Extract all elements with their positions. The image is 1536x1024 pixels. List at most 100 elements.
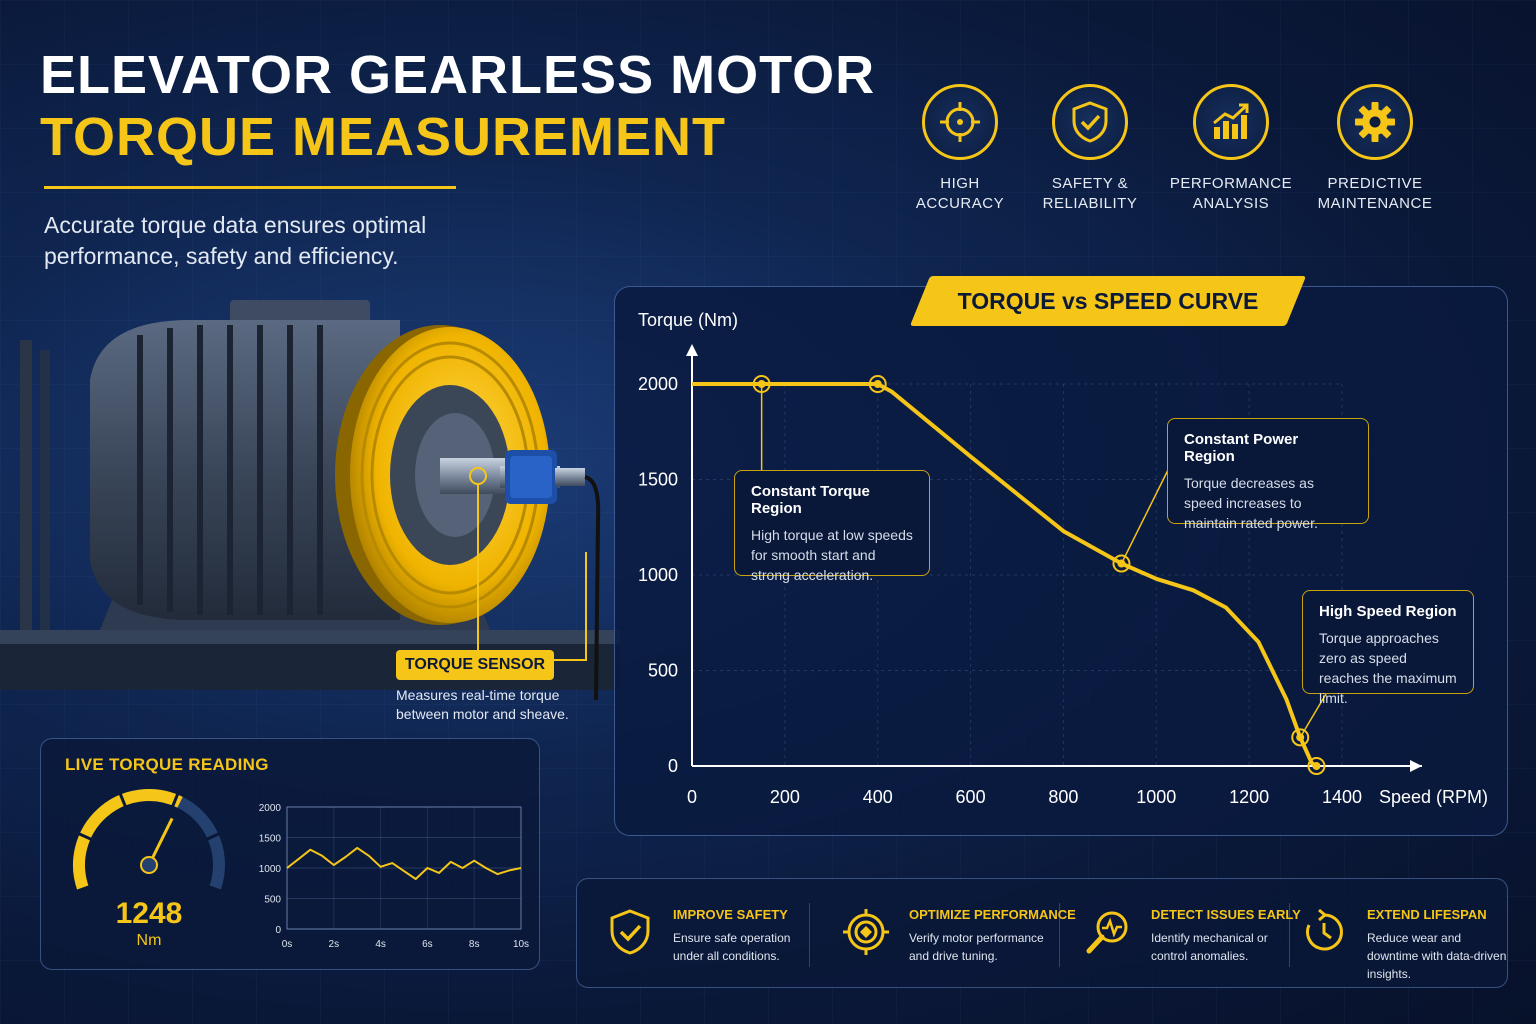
x-tick-label: 200 bbox=[770, 787, 800, 807]
callout-high-speed: High Speed Region Torque approaches zero… bbox=[1302, 590, 1474, 706]
page-title-line1: ELEVATOR GEARLESS MOTOR bbox=[40, 45, 876, 105]
mini-torque-line bbox=[286, 846, 522, 880]
feature-label: PERFORMANCE ANALYSIS bbox=[1169, 175, 1293, 212]
y-tick-label: 500 bbox=[648, 661, 678, 681]
torque-speed-chart: 0 200 400 600 800 1000 1200 1400 0 500 1000 1500 200… bbox=[638, 310, 1488, 807]
x-tick-label: 0 bbox=[687, 787, 697, 807]
page-title-line2: TORQUE MEASUREMENT bbox=[40, 107, 727, 167]
y-tick-label: 1500 bbox=[638, 470, 678, 490]
target-icon bbox=[843, 909, 889, 955]
bar-chart-trend-icon bbox=[1193, 84, 1269, 160]
divider bbox=[809, 903, 810, 967]
live-torque-title: LIVE TORQUE READING bbox=[65, 755, 269, 774]
gauge-tick bbox=[207, 885, 222, 893]
benefit-title: IMPROVE SAFETY bbox=[673, 907, 788, 922]
live-torque-mini-chart: 0 500 1000 1500 2000 0s 2s 4s 6s 8s 10s bbox=[259, 803, 529, 950]
callout-leader bbox=[1299, 693, 1327, 738]
gauge-tick bbox=[78, 832, 93, 841]
y-axis-arrow bbox=[686, 344, 698, 356]
x-tick-label: 1400 bbox=[1322, 787, 1362, 807]
benefit-improve-safety: IMPROVE SAFETY Ensure safe operation und… bbox=[587, 879, 817, 989]
benefit-detect-issues: DETECT ISSUES EARLY Identify mechanical … bbox=[1065, 879, 1301, 989]
mini-x-tick-label: 8s bbox=[469, 939, 480, 950]
callout-title: High Speed Region bbox=[1319, 603, 1457, 620]
x-tick-label: 600 bbox=[956, 787, 986, 807]
feature-row: HIGH ACCURACY SAFETY & RELIABILITY PERFO… bbox=[905, 84, 1465, 224]
benefit-text: Verify motor performance and drive tunin… bbox=[909, 931, 1044, 963]
curve-marker bbox=[1117, 559, 1126, 568]
benefit-title: OPTIMIZE PERFORMANCE bbox=[909, 907, 1076, 922]
curve-marker-ring bbox=[1112, 554, 1131, 573]
feature-performance: PERFORMANCE ANALYSIS bbox=[1161, 84, 1301, 214]
magnifier-pulse-icon bbox=[1086, 911, 1128, 954]
curve-marker-ring bbox=[1291, 728, 1310, 747]
mini-y-tick-label: 1000 bbox=[259, 864, 282, 875]
gear-icon bbox=[1337, 84, 1413, 160]
torque-sensor-description: Measures real-time torque between motor … bbox=[396, 687, 569, 722]
torque-sensor-tag: TORQUE SENSOR bbox=[396, 650, 554, 680]
live-torque-panel: LIVE TORQUE READING 1248 Nm 0 500 1000 1500… bbox=[40, 738, 540, 970]
mini-y-tick-label: 1500 bbox=[259, 834, 282, 845]
torque-curve-line bbox=[692, 382, 1318, 768]
torque-gauge bbox=[73, 789, 225, 893]
callout-text: High torque at low speeds for smooth sta… bbox=[751, 527, 913, 583]
page-subtitle: Accurate torque data ensures optimal per… bbox=[44, 212, 427, 269]
gearless-motor-illustration bbox=[0, 300, 620, 701]
callout-text: Torque decreases as speed increases to m… bbox=[1184, 475, 1318, 531]
x-tick-label: 1200 bbox=[1229, 787, 1269, 807]
gauge-tick bbox=[205, 832, 220, 841]
y-tick-label: 1000 bbox=[638, 565, 678, 585]
x-axis-arrow bbox=[1410, 760, 1422, 772]
mini-y-tick-label: 500 bbox=[264, 895, 281, 906]
shield-check-icon bbox=[1052, 84, 1128, 160]
mini-y-tick-label: 2000 bbox=[259, 803, 282, 814]
clock-cycle-icon bbox=[1306, 908, 1343, 951]
gauge-tick bbox=[171, 793, 180, 808]
benefits-panel: IMPROVE SAFETY Ensure safe operation und… bbox=[576, 878, 1508, 988]
x-tick-label: 400 bbox=[863, 787, 893, 807]
benefit-text: Reduce wear and downtime with data-drive… bbox=[1367, 931, 1507, 981]
benefit-text: Ensure safe operation under all conditio… bbox=[673, 931, 791, 963]
chart-title: TORQUE vs SPEED CURVE bbox=[957, 288, 1259, 314]
callout-leader bbox=[1120, 469, 1169, 564]
x-tick-label: 1000 bbox=[1136, 787, 1176, 807]
curve-marker bbox=[873, 380, 882, 388]
y-axis-label: Torque (Nm) bbox=[638, 310, 738, 330]
gauge-value: 1248 bbox=[115, 897, 183, 930]
callout-title: Constant Power Region bbox=[1184, 431, 1299, 465]
y-tick-label: 2000 bbox=[638, 374, 678, 394]
mini-x-tick-label: 2s bbox=[329, 939, 340, 950]
callout-constant-power: Constant Power Region Torque decreases a… bbox=[1167, 418, 1369, 531]
gauge-unit: Nm bbox=[136, 932, 162, 949]
benefit-text: Identify mechanical or control anomalies… bbox=[1151, 931, 1268, 963]
x-axis-label: Speed (RPM) bbox=[1379, 787, 1488, 807]
curve-marker-ring bbox=[1307, 757, 1326, 775]
curve-marker-ring bbox=[868, 375, 887, 393]
benefit-optimize-performance: OPTIMIZE PERFORMANCE Verify motor perfor… bbox=[823, 879, 1076, 989]
feature-label: PREDICTIVE MAINTENANCE bbox=[1317, 175, 1433, 212]
mini-x-tick-label: 4s bbox=[375, 939, 386, 950]
benefit-extend-lifespan: EXTEND LIFESPAN Reduce wear and downtime… bbox=[1281, 879, 1511, 989]
gauge-tick bbox=[118, 793, 127, 808]
callout-text: Torque approaches zero as speed reaches … bbox=[1319, 630, 1457, 706]
mini-x-tick-label: 10s bbox=[513, 939, 529, 950]
crosshair-icon bbox=[922, 84, 998, 160]
shield-check-icon bbox=[610, 909, 650, 955]
title-underline bbox=[44, 186, 456, 189]
mini-x-tick-label: 6s bbox=[422, 939, 433, 950]
feature-maintenance: PREDICTIVE MAINTENANCE bbox=[1305, 84, 1445, 214]
feature-high-accuracy: HIGH ACCURACY bbox=[890, 84, 1030, 214]
y-tick-label: 0 bbox=[668, 756, 678, 776]
benefit-title: EXTEND LIFESPAN bbox=[1367, 907, 1487, 922]
feature-label: HIGH ACCURACY bbox=[915, 175, 1005, 212]
gauge-fill bbox=[73, 789, 183, 891]
gauge-hub bbox=[140, 856, 158, 874]
divider bbox=[1059, 903, 1060, 967]
divider bbox=[1289, 903, 1290, 967]
x-tick-label: 800 bbox=[1048, 787, 1078, 807]
callout-title: Constant Torque Region bbox=[751, 483, 870, 517]
feature-safety: SAFETY & RELIABILITY bbox=[1020, 84, 1160, 214]
mini-y-tick-label: 0 bbox=[275, 925, 281, 936]
mini-x-tick-label: 0s bbox=[282, 939, 293, 950]
curve-marker bbox=[1312, 762, 1321, 770]
